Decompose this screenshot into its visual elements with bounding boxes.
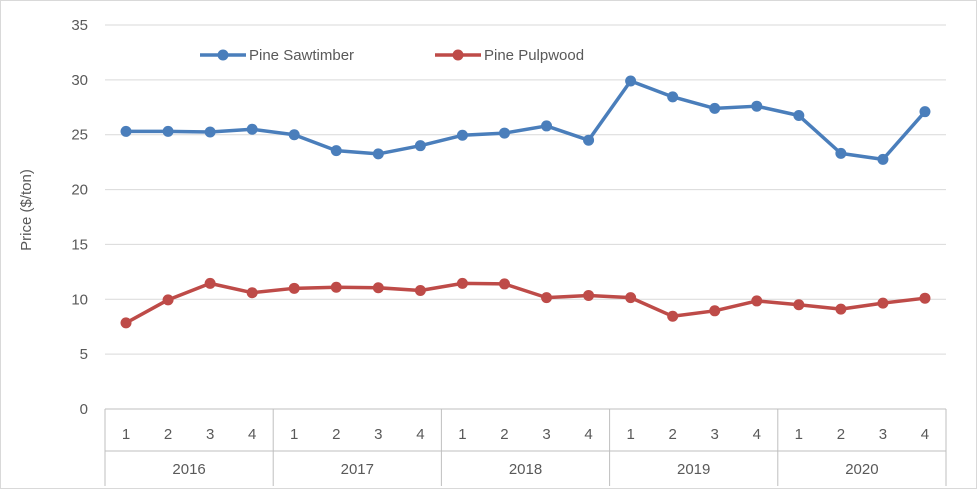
data-point — [372, 148, 384, 160]
legend-label: Pine Pulpwood — [484, 47, 584, 64]
x-tick-label: 3 — [879, 426, 887, 443]
x-tick-label: 1 — [626, 426, 634, 443]
data-point — [709, 305, 721, 317]
series-line-1 — [125, 281, 926, 325]
data-point — [246, 123, 258, 135]
data-point — [120, 125, 132, 137]
y-tick-label: 20 — [71, 182, 88, 199]
data-point — [120, 317, 132, 329]
data-point — [414, 140, 426, 152]
x-tick-label: 3 — [206, 426, 214, 443]
series-line-0 — [126, 79, 927, 162]
x-group-label: 2020 — [845, 461, 878, 478]
data-point — [498, 278, 510, 290]
x-tick-label: 1 — [122, 426, 130, 443]
data-point — [835, 147, 847, 159]
x-tick-label: 4 — [248, 426, 256, 443]
x-tick-label: 3 — [711, 426, 719, 443]
x-tick-label: 4 — [921, 426, 929, 443]
legend-marker — [217, 49, 229, 61]
data-point — [625, 75, 637, 87]
x-tick-label: 1 — [290, 426, 298, 443]
x-tick-label: 2 — [332, 426, 340, 443]
x-tick-label: 1 — [795, 426, 803, 443]
x-group-label: 2019 — [677, 461, 710, 478]
x-tick-label: 4 — [753, 426, 761, 443]
data-point — [414, 285, 426, 297]
data-point — [667, 310, 679, 322]
data-point — [246, 287, 258, 299]
x-tick-label: 2 — [500, 426, 508, 443]
x-group-label: 2017 — [341, 461, 374, 478]
x-tick-label: 3 — [542, 426, 550, 443]
data-point — [372, 282, 384, 294]
x-tick-label: 4 — [584, 426, 592, 443]
x-group-label: 2016 — [172, 461, 205, 478]
x-tick-label: 2 — [164, 426, 172, 443]
x-tick-label: 3 — [374, 426, 382, 443]
data-point — [751, 100, 763, 112]
y-tick-label: 15 — [71, 236, 88, 253]
data-point — [162, 294, 174, 306]
legend-label: Pine Sawtimber — [249, 47, 354, 64]
data-point — [793, 299, 805, 311]
data-point — [456, 129, 468, 141]
data-point — [793, 110, 805, 122]
data-point — [288, 282, 300, 294]
data-point — [667, 91, 679, 103]
y-tick-label: 5 — [80, 346, 88, 363]
data-point — [204, 277, 216, 289]
y-axis-label: Price ($/ton) — [18, 169, 35, 251]
y-tick-label: 0 — [80, 401, 88, 418]
data-point — [456, 277, 468, 289]
x-tick-label: 1 — [458, 426, 466, 443]
data-point — [583, 289, 595, 301]
y-tick-label: 30 — [71, 72, 88, 89]
data-point — [919, 292, 931, 304]
data-point — [751, 295, 763, 307]
data-point — [835, 303, 847, 315]
x-group-label: 2018 — [509, 461, 542, 478]
y-tick-label: 35 — [71, 17, 88, 34]
y-tick-label: 25 — [71, 127, 88, 144]
data-point — [288, 129, 300, 141]
data-point — [877, 297, 889, 309]
x-tick-label: 2 — [837, 426, 845, 443]
data-point — [330, 281, 342, 293]
data-point — [625, 292, 637, 304]
data-point — [204, 126, 216, 138]
legend-marker — [452, 49, 464, 61]
data-point — [541, 120, 553, 132]
x-tick-label: 2 — [669, 426, 677, 443]
data-point — [919, 106, 931, 118]
y-tick-label: 10 — [71, 291, 88, 308]
x-tick-label: 4 — [416, 426, 424, 443]
data-point — [877, 153, 889, 165]
data-point — [162, 125, 174, 137]
data-point — [330, 145, 342, 157]
data-point — [709, 102, 721, 114]
data-point — [498, 127, 510, 139]
data-point — [583, 134, 595, 146]
data-point — [541, 292, 553, 304]
